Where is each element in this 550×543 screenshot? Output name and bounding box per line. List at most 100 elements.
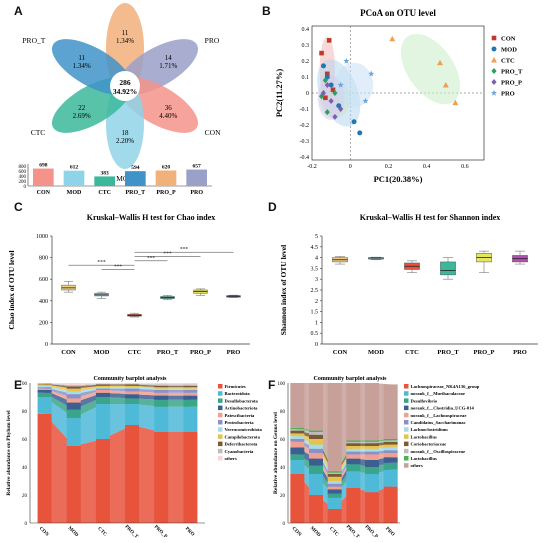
genus-bar-segment [327,497,342,509]
pcoa-point-pro [337,81,344,88]
shannon-category-mod: MOD [368,349,384,356]
phylum-ytick: 100 [20,382,28,387]
phylum-area-desulfobacterota [44,392,191,418]
shannon-ytick: 5 [315,234,318,240]
phylum-bar-segment [125,384,140,386]
venn-pct-ctc: 2.69% [73,112,91,120]
genus-bar-segment [327,481,342,484]
genus-bar-segment [346,471,361,488]
genus-legend-label: Lactobacillus [411,434,438,439]
genus-bar-segment [365,460,379,467]
phylum-bar-segment [95,397,110,404]
pcoa-ytick: 0.1 [302,75,310,81]
genus-ytick: 60 [280,438,286,443]
phylum-area-proteobacteria [44,387,191,399]
venn-bar-pro_p [155,170,177,186]
chao-category-pro_p: PRO_P [190,349,211,356]
phylum-legend-label: Actinobacteriota [225,406,259,411]
phylum-bar-segment [66,388,81,392]
pcoa-legend-label-mod: MOD [501,47,517,54]
venn-count-ctc: 22 [78,104,86,112]
genus-bar-segment [346,451,361,455]
chao-sig-label: *** [180,247,189,253]
chao-sig-label: *** [97,260,106,266]
pcoa-xtick: -0.2 [307,164,317,170]
genus-title-visible: Community barplot analysis [313,376,387,382]
genus-legend-swatch [404,456,409,461]
genus-bar-segment [346,441,361,444]
phylum-bar-segment [95,387,110,389]
phylum-category-mod: MOD [67,526,79,538]
genus-bar-segment [290,427,305,430]
genus-bar-segment [327,476,342,481]
pcoa-point-mod [351,119,357,125]
phylum-bar-segment [95,384,110,386]
venn-bar-mod [63,170,85,186]
phylum-bar-segment [125,425,140,523]
phylum-bar-segment [37,384,52,386]
venn-count-mod: 18 [122,129,130,137]
phylum-bar-segment [125,398,140,404]
shannon-ytick: 2.5 [311,288,319,294]
venn-bar-con [33,168,54,186]
genus-bar-segment [290,383,305,428]
chao-ytick: 800 [39,256,48,262]
phylum-area-cyanobacteria [44,383,191,387]
phylum-bar-segment [154,388,169,390]
phylum-ytick: 20 [22,494,28,499]
phylum-bar-segment [154,432,169,523]
genus-bar-segment [327,483,342,487]
phylum-bar-segment [183,406,198,432]
phylum-bar-segment [154,390,169,393]
venn-bar-category: PRO_P [156,190,176,195]
phylum-legend-swatch [218,398,223,403]
phylum-bar-segment [154,399,169,407]
genus-bar-segment [346,454,361,459]
venn-bar-category: PRO_T [125,190,145,195]
phylum-bar-segment [154,392,169,396]
chao-ytick: 600 [39,277,48,283]
genus-bar-segment [346,443,361,446]
phylum-bar-segment [66,383,81,386]
genus-legend-label: norank_f__Muribaculaceae [411,391,465,396]
phylum-area-bacteroidota [44,397,191,446]
phylum-legend-label: Desulfobacterota [225,398,259,403]
pcoa-ytick: 0.4 [302,27,310,33]
genus-ytick: 0 [283,522,286,527]
genus-bar-segment [383,444,398,448]
genus-legend-label: norank_f__Oscillospiraceae [411,449,466,454]
genus-bar-segment [365,443,379,446]
phylum-bar-segment [66,398,81,403]
venn-bar-ytick: 800 [19,165,27,170]
shannon-title: Kruskal–Wallis H test for Shannon index [360,213,501,222]
phylum-category-pro: PRO [184,527,195,538]
genus-bar-segment [383,384,398,439]
venn-bar-value: 383 [101,170,110,176]
phylum-stacked-chart: Community barplot analysis 100 80 60 40 20 0 Re… [6,376,262,540]
pcoa-point-con [326,38,332,43]
venn-count-pro_t: 11 [78,54,85,62]
genus-bar-segment [365,474,379,493]
phylum-area-others [44,383,191,386]
genus-bar-segment [365,451,379,455]
genus-bar-segment [383,439,398,441]
genus-bar-segment [309,444,323,449]
shannon-category-pro_p: PRO_P [474,349,495,356]
phylum-bar-segment [37,413,52,523]
phylum-bar-segment [125,385,140,388]
genus-bar-segment [327,474,342,477]
genus-bar-segment [327,493,342,498]
pcoa-ellipse-pro [334,62,374,108]
phylum-ytick: 0 [25,522,28,527]
phylum-legend-swatch [218,405,223,411]
shannon-ytick: 4 [315,256,318,262]
phylum-legend-swatch [218,384,223,389]
genus-legend-label: Coriobacteriaceae [411,442,447,447]
pcoa-legend-marker-con [491,35,497,41]
phylum-bar-segment [125,388,140,392]
pcoa-point-con [324,71,330,77]
shannon-box-pro_t [440,261,456,276]
phylum-bar-segment [125,383,140,384]
pcoa-legend-marker-pro [490,89,498,96]
genus-bar-segment [309,458,323,466]
